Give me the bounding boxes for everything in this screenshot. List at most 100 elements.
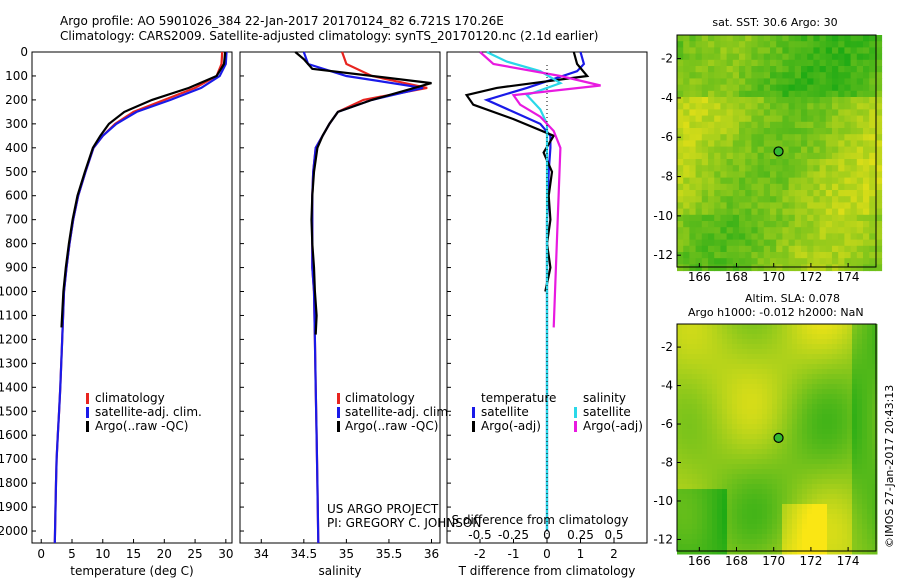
map-cell bbox=[812, 419, 818, 425]
map-cell bbox=[792, 479, 798, 485]
map-cell bbox=[677, 524, 683, 530]
map-cell bbox=[720, 128, 728, 135]
map-cell bbox=[772, 459, 778, 465]
map-cell bbox=[739, 239, 746, 247]
map-cell bbox=[708, 84, 715, 92]
map-cell bbox=[720, 196, 728, 203]
x-tick-label: -1 bbox=[508, 547, 520, 561]
map-cell bbox=[832, 349, 838, 355]
map-cell bbox=[762, 439, 768, 445]
map-cell bbox=[677, 349, 683, 355]
lat-tick-label: -12 bbox=[653, 532, 673, 546]
map-cell bbox=[857, 369, 863, 375]
map-cell bbox=[720, 214, 728, 222]
map-cell bbox=[732, 152, 740, 160]
map-cell bbox=[708, 59, 715, 67]
map-cell bbox=[850, 121, 858, 129]
map-cell bbox=[838, 227, 845, 234]
map-cell bbox=[687, 479, 693, 485]
map-cell bbox=[737, 469, 743, 475]
map-cell bbox=[837, 404, 843, 410]
map-cell bbox=[702, 419, 708, 425]
map-cell bbox=[787, 444, 793, 450]
map-cell bbox=[697, 389, 703, 395]
map-cell bbox=[822, 409, 828, 415]
map-cell bbox=[717, 484, 723, 490]
map-cell bbox=[797, 489, 803, 495]
map-cell bbox=[772, 384, 778, 390]
map-cell bbox=[782, 379, 788, 385]
map-cell bbox=[863, 258, 870, 265]
map-cell bbox=[801, 97, 808, 104]
map-cell bbox=[695, 221, 703, 228]
map-cell bbox=[727, 324, 733, 330]
map-cell bbox=[717, 514, 723, 520]
map-cell bbox=[717, 474, 723, 480]
map-cell bbox=[695, 159, 703, 166]
map-cell bbox=[732, 227, 740, 234]
map-cell bbox=[726, 115, 734, 123]
map-cell bbox=[701, 47, 709, 55]
map-cell bbox=[732, 354, 738, 360]
map-cell bbox=[751, 103, 759, 110]
map-cell bbox=[762, 444, 768, 450]
map-cell bbox=[745, 221, 752, 228]
map-cell bbox=[714, 227, 721, 234]
map-cell bbox=[794, 239, 802, 247]
map-cell bbox=[757, 214, 765, 222]
map-cell bbox=[867, 434, 873, 440]
map-cell bbox=[714, 239, 721, 247]
map-cell bbox=[777, 464, 783, 470]
map-cell bbox=[739, 47, 746, 55]
map-cell bbox=[717, 449, 723, 455]
map-cell bbox=[837, 374, 843, 380]
map-cell bbox=[757, 66, 765, 73]
map-cell bbox=[739, 115, 746, 123]
map-cell bbox=[751, 140, 759, 148]
map-cell bbox=[707, 354, 713, 360]
map-cell bbox=[732, 221, 740, 228]
map-cell bbox=[692, 534, 698, 540]
map-cell bbox=[767, 534, 773, 540]
map-cell bbox=[827, 529, 833, 535]
map-cell bbox=[732, 449, 738, 455]
map-cell bbox=[869, 35, 876, 42]
map-cell bbox=[872, 439, 878, 445]
map-cell bbox=[819, 233, 827, 241]
map-cell bbox=[797, 414, 803, 420]
map-cell bbox=[695, 115, 703, 123]
sst-map-ticks: 166 168 170 172 174-2-4-6-8-10-12 bbox=[653, 52, 859, 284]
map-cell bbox=[822, 364, 828, 370]
map-cell bbox=[838, 196, 845, 203]
map-cell bbox=[875, 72, 883, 79]
map-cell bbox=[677, 202, 684, 210]
map-cell bbox=[807, 544, 813, 550]
map-cell bbox=[717, 504, 723, 510]
map-cell bbox=[702, 549, 708, 555]
map-cell bbox=[832, 59, 839, 67]
map-cell bbox=[813, 190, 821, 197]
map-cell bbox=[807, 484, 813, 490]
map-cell bbox=[726, 41, 734, 48]
map-cell bbox=[819, 90, 827, 98]
map-cell bbox=[751, 41, 759, 48]
map-cell bbox=[813, 159, 821, 166]
map-cell bbox=[763, 66, 771, 73]
map-cell bbox=[763, 152, 771, 160]
map-cell bbox=[751, 90, 759, 98]
map-cell bbox=[726, 233, 734, 241]
map-cell bbox=[867, 394, 873, 400]
map-cell bbox=[757, 409, 763, 415]
map-cell bbox=[822, 444, 828, 450]
map-cell bbox=[832, 53, 839, 61]
map-cell bbox=[857, 539, 863, 545]
map-cell bbox=[822, 469, 828, 475]
map-cell bbox=[732, 499, 738, 505]
map-cell bbox=[770, 90, 777, 98]
map-cell bbox=[875, 53, 883, 61]
map-cell bbox=[863, 78, 870, 86]
map-cell bbox=[832, 72, 839, 79]
map-cell bbox=[737, 409, 743, 415]
map-cell bbox=[701, 72, 709, 79]
map-cell bbox=[726, 84, 734, 92]
